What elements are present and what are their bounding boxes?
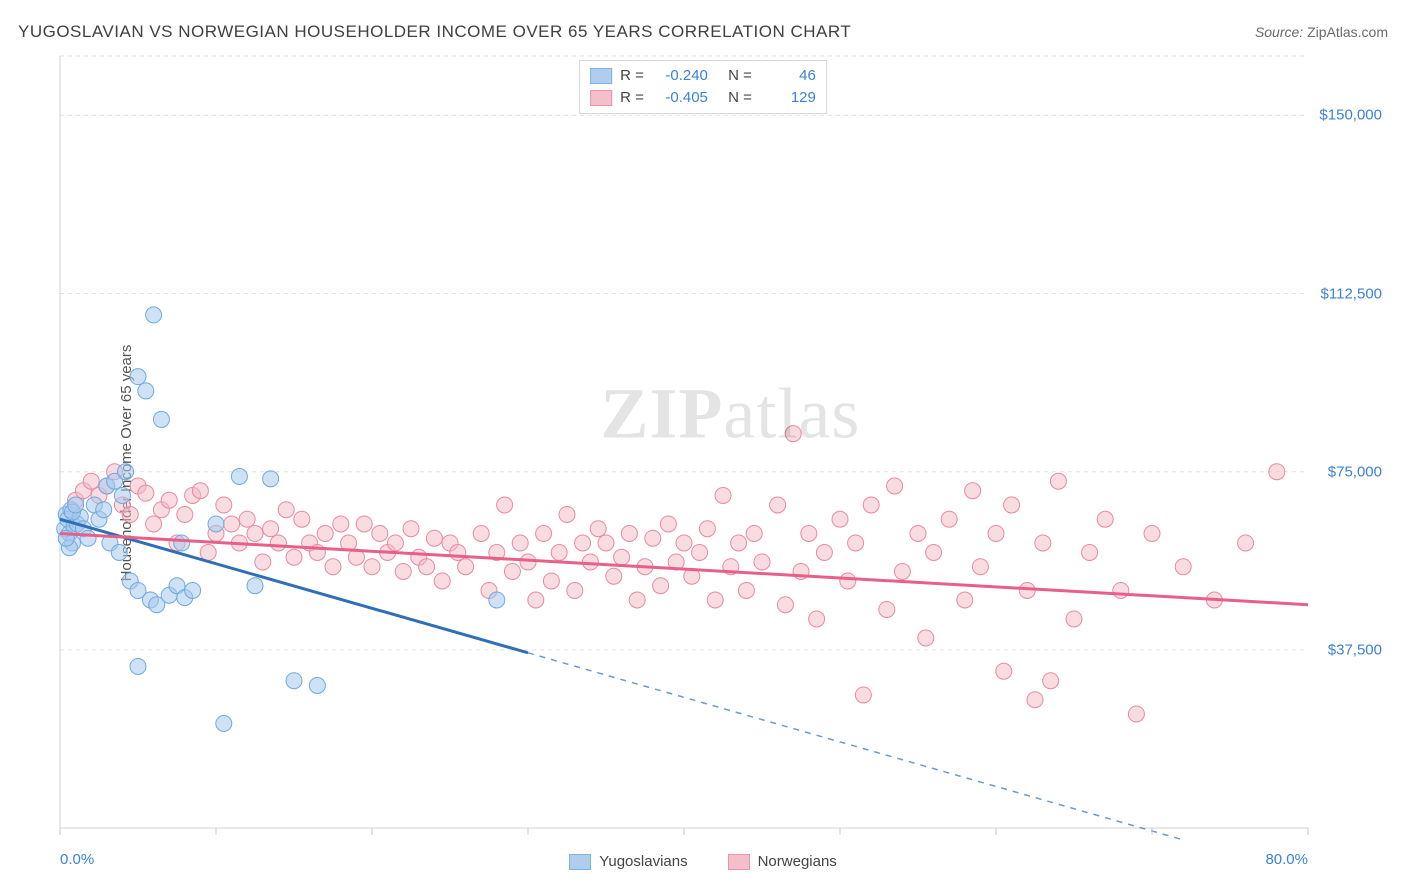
- chart-source: Source: ZipAtlas.com: [1255, 24, 1388, 40]
- chart-header: YUGOSLAVIAN VS NORWEGIAN HOUSEHOLDER INC…: [18, 22, 1388, 42]
- stats-legend: R = -0.240 N = 46 R = -0.405 N = 129: [579, 60, 827, 114]
- stats-row-norwegians: R = -0.405 N = 129: [590, 87, 816, 109]
- source-value: ZipAtlas.com: [1307, 24, 1388, 40]
- swatch-yugoslavians: [590, 68, 612, 84]
- y-tick-label: $112,500: [1321, 285, 1382, 302]
- scatter-plot: [56, 52, 1388, 840]
- stats-row-yugoslavians: R = -0.240 N = 46: [590, 65, 816, 87]
- chart-area: Householder Income Over 65 years ZIPatla…: [18, 52, 1388, 874]
- chart-title: YUGOSLAVIAN VS NORWEGIAN HOUSEHOLDER INC…: [18, 22, 851, 42]
- stats-n-norwegians: 129: [760, 87, 816, 109]
- stats-r-label-2: R =: [620, 87, 644, 109]
- swatch-norwegians: [590, 90, 612, 106]
- stats-r-yugoslavians: -0.240: [652, 65, 708, 87]
- y-tick-label: $37,500: [1328, 641, 1382, 658]
- legend-swatch-yugoslavians: [569, 854, 591, 870]
- legend-label-yugoslavians: Yugoslavians: [599, 853, 687, 870]
- legend-item-yugoslavians: Yugoslavians: [569, 853, 687, 870]
- y-tick-label: $150,000: [1319, 107, 1382, 124]
- source-label: Source:: [1255, 24, 1303, 40]
- stats-n-label: N =: [728, 65, 752, 87]
- legend-item-norwegians: Norwegians: [728, 853, 837, 870]
- stats-r-label: R =: [620, 65, 644, 87]
- stats-n-label-2: N =: [728, 87, 752, 109]
- stats-n-yugoslavians: 46: [760, 65, 816, 87]
- legend-label-norwegians: Norwegians: [758, 853, 837, 870]
- y-tick-label: $75,000: [1328, 463, 1382, 480]
- legend-swatch-norwegians: [728, 854, 750, 870]
- stats-r-norwegians: -0.405: [652, 87, 708, 109]
- series-legend: Yugoslavians Norwegians: [18, 853, 1388, 870]
